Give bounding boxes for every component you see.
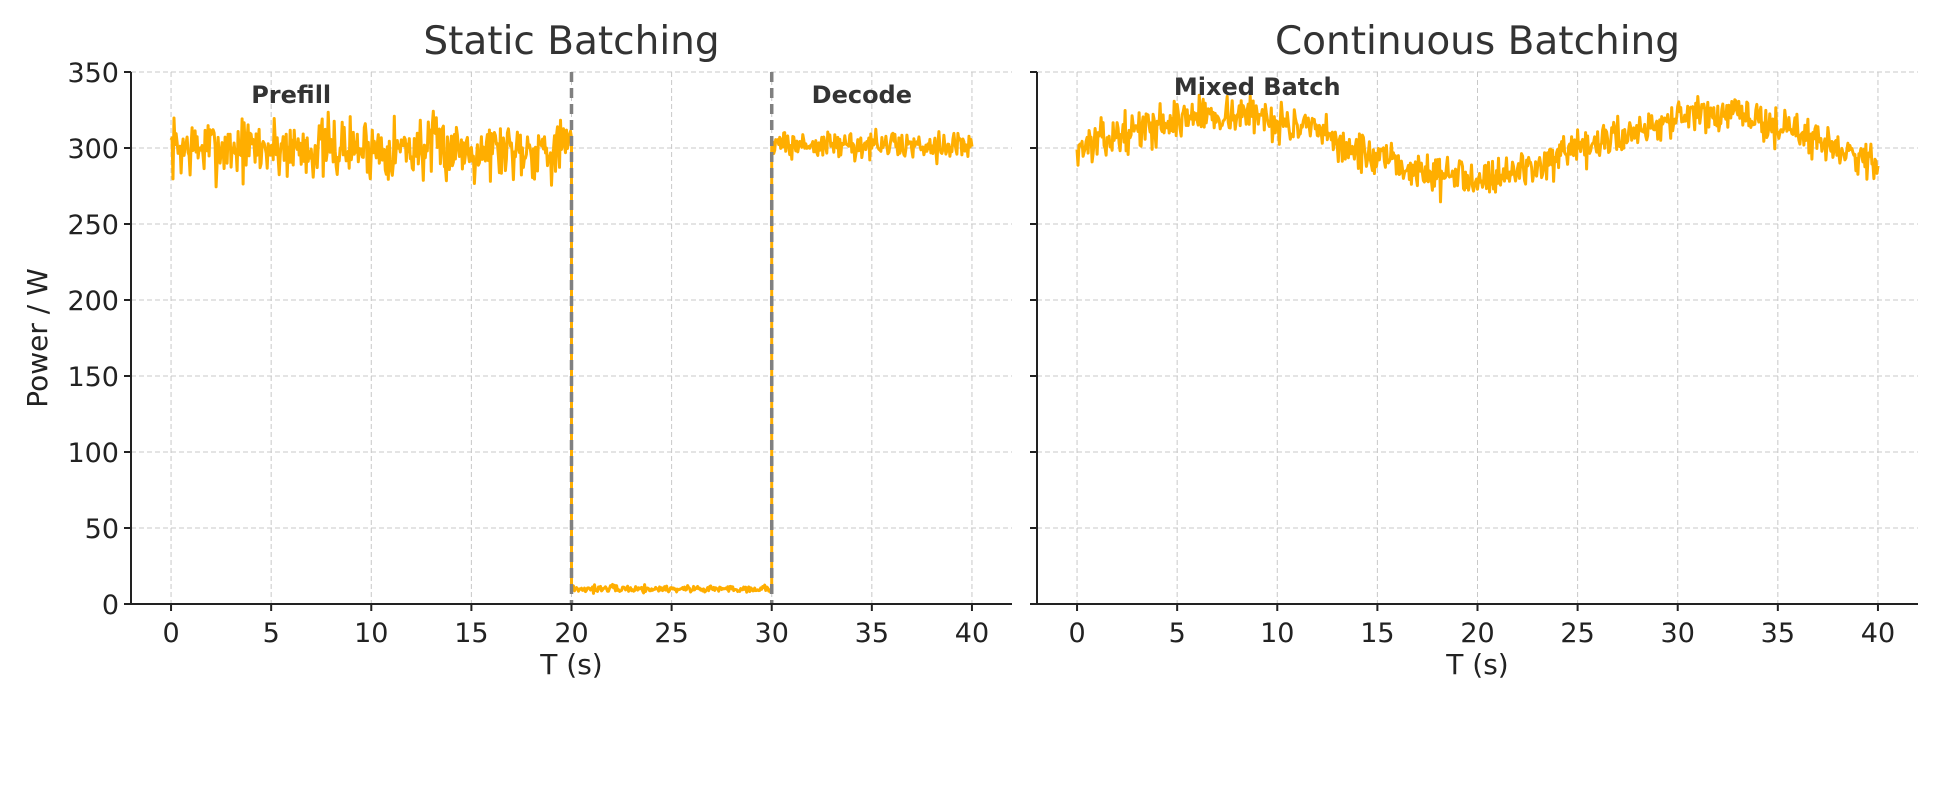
y-tick-label: 150 xyxy=(67,362,119,393)
phase-annotation: Decode xyxy=(812,81,912,109)
x-tick-label: 0 xyxy=(1068,618,1085,649)
continuous-batching-panel: 0 5 10 15 20 25 30 35 40 Continuous Batching T (s)… xyxy=(1030,19,1918,681)
x-tick-label: 5 xyxy=(1169,618,1186,649)
x-tick-label: 35 xyxy=(1761,618,1795,649)
x-tick-label: 10 xyxy=(1260,618,1294,649)
x-tick-label: 40 xyxy=(1861,618,1895,649)
x-tick-label: 35 xyxy=(855,618,889,649)
x-tick-label: 15 xyxy=(454,618,488,649)
x-tick-label: 15 xyxy=(1360,618,1394,649)
x-tick-label: 30 xyxy=(755,618,789,649)
x-tick-label: 0 xyxy=(162,618,179,649)
x-axis-label: T (s) xyxy=(1445,648,1508,681)
x-tick-label: 25 xyxy=(1560,618,1594,649)
y-axis-label: Power / W xyxy=(21,268,54,408)
chart-title: Continuous Batching xyxy=(1275,19,1680,64)
y-tick-label: 50 xyxy=(85,514,119,545)
x-tick-label: 5 xyxy=(263,618,280,649)
x-tick-label: 30 xyxy=(1661,618,1695,649)
x-tick-label: 20 xyxy=(1460,618,1494,649)
phase-annotation: Prefill xyxy=(251,81,331,109)
y-tick-label: 0 xyxy=(102,590,119,621)
x-tick-label: 10 xyxy=(354,618,388,649)
x-tick-label: 25 xyxy=(654,618,688,649)
y-tick-label: 200 xyxy=(67,286,119,317)
y-tick-label: 300 xyxy=(67,134,119,165)
y-tick-label: 250 xyxy=(67,210,119,241)
phase-annotation: Mixed Batch xyxy=(1174,73,1341,101)
y-tick-label: 350 xyxy=(67,58,119,89)
chart-title: Static Batching xyxy=(423,19,719,64)
x-tick-label: 40 xyxy=(955,618,989,649)
static-batching-panel: 0 5 10 15 20 25 30 35 40 0 50 100 150 200 250 300 350 Sta… xyxy=(21,19,1012,681)
x-tick-label: 20 xyxy=(554,618,588,649)
x-axis-label: T (s) xyxy=(539,648,602,681)
continuous-power-series xyxy=(1075,93,1880,204)
y-tick-label: 100 xyxy=(67,438,119,469)
